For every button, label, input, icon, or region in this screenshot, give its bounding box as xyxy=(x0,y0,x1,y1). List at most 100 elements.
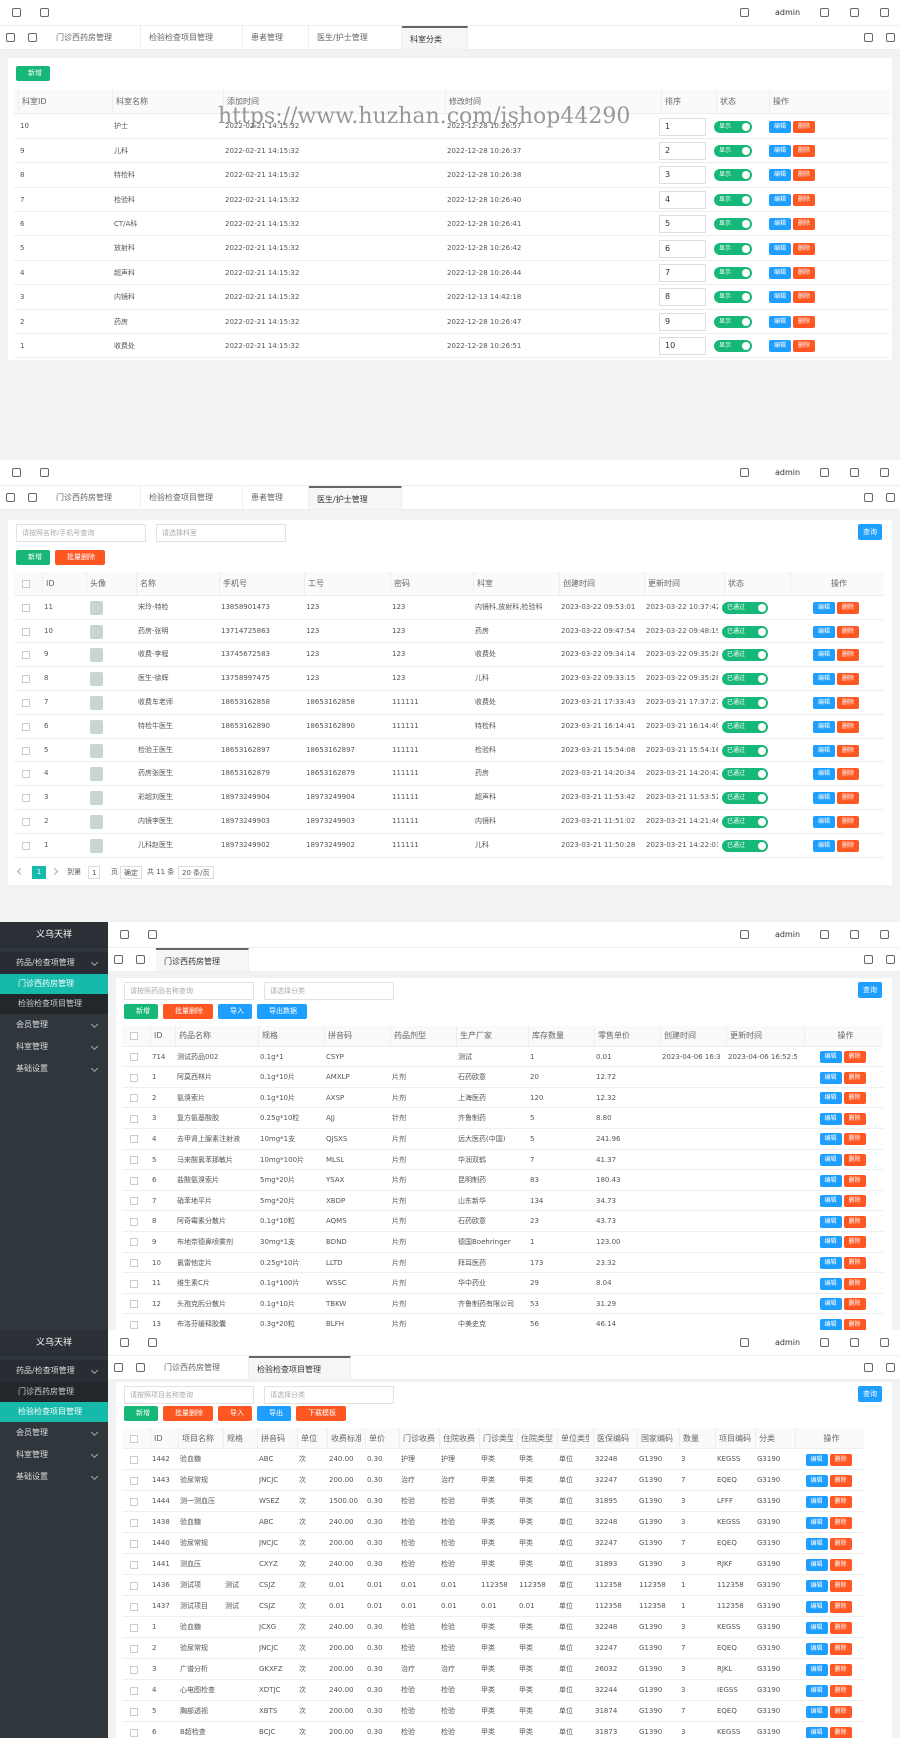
edit-button[interactable]: 编辑 xyxy=(813,649,835,662)
edit-button[interactable]: 编辑 xyxy=(769,218,791,231)
edit-button[interactable]: 编辑 xyxy=(805,1537,828,1550)
edit-button[interactable]: 编辑 xyxy=(813,744,835,757)
user-name[interactable]: admin xyxy=(775,468,801,477)
search-button[interactable]: 查询 xyxy=(858,524,882,540)
search-input[interactable]: 请选择科室 xyxy=(156,524,286,542)
status-switch[interactable]: 已通过 xyxy=(722,839,768,852)
sort-input[interactable]: 8 xyxy=(659,288,706,307)
edit-button[interactable]: 编辑 xyxy=(819,1256,842,1269)
edit-button[interactable]: 编辑 xyxy=(819,1050,842,1063)
checkbox[interactable] xyxy=(130,1238,138,1247)
delete-button[interactable]: 删除 xyxy=(837,839,859,852)
delete-button[interactable]: 删除 xyxy=(829,1453,852,1466)
edit-button[interactable]: 编辑 xyxy=(769,291,791,304)
checkbox[interactable] xyxy=(22,675,30,684)
checkbox[interactable] xyxy=(22,746,30,755)
status-switch[interactable]: 已通过 xyxy=(722,673,768,686)
delete-button[interactable]: 删除 xyxy=(829,1537,852,1550)
edit-button[interactable]: 编辑 xyxy=(819,1112,842,1125)
edit-button[interactable]: 编辑 xyxy=(805,1495,828,1508)
sort-input[interactable]: 5 xyxy=(659,215,706,234)
delete-button[interactable]: 删除 xyxy=(793,242,815,255)
checkbox[interactable] xyxy=(130,1135,138,1144)
edit-button[interactable]: 编辑 xyxy=(819,1298,842,1311)
checkbox[interactable] xyxy=(130,1539,138,1548)
checkbox[interactable] xyxy=(130,1073,138,1082)
menu-group[interactable]: 药品/检查项管理 xyxy=(0,1360,108,1382)
edit-button[interactable]: 编辑 xyxy=(813,839,835,852)
edit-button[interactable]: 编辑 xyxy=(769,145,791,157)
search-button[interactable]: 查询 xyxy=(858,1386,882,1402)
delete-button[interactable]: 删除 xyxy=(829,1642,852,1655)
delete-button[interactable]: 删除 xyxy=(837,815,859,828)
checkbox[interactable] xyxy=(130,1197,138,1206)
edit-button[interactable]: 编辑 xyxy=(805,1600,828,1613)
delete-button[interactable]: 删除 xyxy=(829,1705,852,1718)
status-switch[interactable]: 显示 xyxy=(714,242,752,255)
edit-button[interactable]: 编辑 xyxy=(813,815,835,828)
toolbar-button[interactable]: 批量删除 xyxy=(163,1004,213,1019)
checkbox[interactable] xyxy=(22,817,30,826)
delete-button[interactable]: 删除 xyxy=(837,768,859,781)
checkbox[interactable] xyxy=(22,722,30,731)
edit-button[interactable]: 编辑 xyxy=(813,673,835,686)
delete-button[interactable]: 删除 xyxy=(837,625,859,638)
status-switch[interactable]: 已通过 xyxy=(722,720,768,733)
checkbox[interactable] xyxy=(22,841,30,850)
edit-button[interactable]: 编辑 xyxy=(819,1318,842,1330)
checkbox[interactable] xyxy=(130,1217,138,1226)
delete-button[interactable]: 删除 xyxy=(843,1050,866,1063)
edit-button[interactable]: 编辑 xyxy=(805,1558,828,1571)
toolbar-button[interactable]: 导出 xyxy=(257,1406,291,1421)
checkbox[interactable] xyxy=(130,1518,138,1527)
status-switch[interactable]: 显示 xyxy=(714,120,752,133)
edit-button[interactable]: 编辑 xyxy=(769,242,791,255)
toolbar-button[interactable]: 批量删除 xyxy=(55,550,105,565)
toolbar-button[interactable]: 导入 xyxy=(218,1406,252,1421)
checkbox[interactable] xyxy=(130,1300,138,1309)
search-button[interactable]: 查询 xyxy=(858,982,882,998)
edit-button[interactable]: 编辑 xyxy=(813,720,835,733)
checkbox[interactable] xyxy=(130,1707,138,1716)
menu-item[interactable]: 检验检查项目管理 xyxy=(0,994,108,1014)
edit-button[interactable]: 编辑 xyxy=(819,1153,842,1166)
delete-button[interactable]: 删除 xyxy=(837,744,859,757)
sort-input[interactable]: 3 xyxy=(659,166,706,185)
edit-button[interactable]: 编辑 xyxy=(805,1642,828,1655)
checkbox[interactable] xyxy=(130,1455,138,1464)
checkbox[interactable] xyxy=(22,603,30,612)
edit-button[interactable]: 编辑 xyxy=(813,768,835,781)
checkbox[interactable] xyxy=(22,770,30,779)
checkbox[interactable] xyxy=(130,1686,138,1695)
edit-button[interactable]: 编辑 xyxy=(805,1453,828,1466)
checkbox[interactable] xyxy=(130,1728,138,1737)
toolbar-button[interactable]: 批量删除 xyxy=(163,1406,213,1421)
checkbox[interactable] xyxy=(130,1581,138,1590)
status-switch[interactable]: 显示 xyxy=(714,145,752,157)
menu-item[interactable]: 门诊西药房管理 xyxy=(0,974,108,994)
sort-input[interactable]: 10 xyxy=(659,337,706,356)
delete-button[interactable]: 删除 xyxy=(843,1092,866,1105)
tab[interactable]: 医生/护士管理 xyxy=(309,486,402,509)
delete-button[interactable]: 删除 xyxy=(837,792,859,805)
delete-button[interactable]: 删除 xyxy=(843,1256,866,1269)
edit-button[interactable]: 编辑 xyxy=(813,601,835,614)
delete-button[interactable]: 删除 xyxy=(793,193,815,206)
delete-button[interactable]: 删除 xyxy=(843,1133,866,1146)
checkbox[interactable] xyxy=(130,1497,138,1506)
edit-button[interactable]: 编辑 xyxy=(769,120,791,133)
menu-group[interactable]: 基础设置 xyxy=(16,1472,48,1481)
delete-button[interactable]: 删除 xyxy=(843,1153,866,1166)
checkbox[interactable] xyxy=(130,1560,138,1569)
pagination-goto-page[interactable]: 1 xyxy=(88,865,101,879)
tab[interactable]: 检验检查项目管理 xyxy=(141,486,243,509)
delete-button[interactable]: 删除 xyxy=(829,1516,852,1529)
checkbox[interactable] xyxy=(130,1094,138,1103)
delete-button[interactable]: 删除 xyxy=(843,1298,866,1311)
tab[interactable]: 门诊西药房管理 xyxy=(48,26,141,49)
edit-button[interactable]: 编辑 xyxy=(805,1579,828,1592)
delete-button[interactable]: 删除 xyxy=(829,1684,852,1697)
search-input[interactable]: 请选择分类 xyxy=(264,982,394,1000)
edit-button[interactable]: 编辑 xyxy=(819,1133,842,1146)
edit-button[interactable]: 编辑 xyxy=(819,1277,842,1290)
